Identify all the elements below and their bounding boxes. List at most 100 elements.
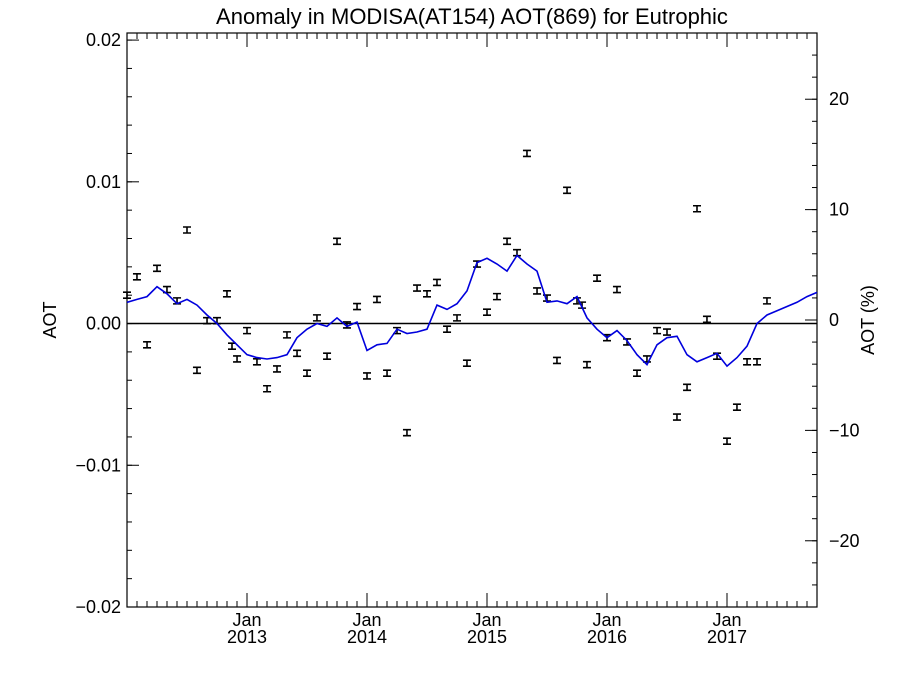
error-bar	[563, 186, 572, 195]
anomaly-point	[563, 186, 572, 195]
error-bar	[383, 369, 392, 377]
error-bar	[423, 289, 431, 298]
error-bar	[233, 355, 242, 363]
anomaly-point	[533, 287, 542, 295]
error-bar	[243, 326, 251, 335]
anomaly-point	[653, 326, 662, 335]
anomaly-point	[252, 358, 261, 366]
error-bar	[323, 352, 332, 360]
anomaly-point	[383, 369, 392, 377]
error-bar	[702, 315, 711, 324]
error-bar	[693, 204, 701, 213]
anomaly-point	[423, 289, 431, 298]
y-axis-label-left: AOT	[40, 301, 60, 338]
error-bar	[192, 366, 201, 375]
error-bar	[132, 272, 141, 281]
error-bar	[762, 297, 771, 305]
y-tick-label: −0.02	[75, 597, 121, 617]
anomaly-point	[263, 384, 272, 393]
right-y-tick-label: −20	[829, 531, 860, 551]
anomaly-point	[683, 383, 692, 392]
anomaly-point	[483, 308, 491, 317]
error-bar	[612, 285, 621, 294]
error-bar	[143, 341, 152, 349]
anomaly-point	[762, 297, 771, 305]
anomaly-point	[353, 302, 362, 311]
anomaly-point	[192, 366, 201, 375]
anomaly-point	[132, 272, 141, 281]
anomaly-point	[732, 403, 741, 411]
error-bar	[413, 284, 422, 292]
anomaly-point	[552, 356, 561, 365]
anomaly-point	[633, 369, 641, 377]
x-tick-label-year: 2017	[707, 627, 747, 647]
error-bar	[663, 328, 671, 336]
error-bar	[462, 359, 471, 368]
left-y-axis: −0.02 −0.01 0.00 0.01 0.02	[75, 30, 139, 617]
anomaly-point	[243, 326, 251, 335]
x-tick-label-year: 2015	[467, 627, 507, 647]
anomaly-point	[312, 314, 321, 322]
error-bar	[492, 292, 501, 301]
error-bar	[333, 237, 341, 246]
anomaly-point	[522, 149, 531, 158]
anomaly-point	[443, 325, 452, 334]
right-y-tick-label: −10	[829, 420, 860, 440]
anomaly-point	[462, 359, 471, 368]
anomaly-point	[663, 328, 671, 336]
error-bar	[372, 295, 381, 304]
error-bar	[593, 274, 602, 282]
error-bar	[503, 237, 512, 246]
right-y-tick-label: 0	[829, 310, 839, 330]
anomaly-point	[453, 314, 461, 322]
anomaly-point	[143, 341, 152, 349]
anomaly-point	[222, 289, 231, 298]
anomaly-point	[372, 295, 381, 304]
y-tick-label: 0.02	[86, 30, 121, 50]
anomaly-point	[432, 278, 441, 287]
anomaly-point	[753, 358, 761, 366]
anomaly-point	[183, 226, 191, 234]
anomaly-point	[123, 291, 131, 299]
anomaly-point	[413, 284, 422, 292]
error-bar	[432, 278, 441, 287]
error-bar	[453, 314, 461, 322]
anomaly-point	[228, 342, 236, 351]
error-bar	[153, 264, 161, 273]
error-bar	[123, 291, 131, 299]
trend-line	[126, 254, 818, 368]
anomaly-point	[672, 413, 681, 421]
anomaly-point	[612, 285, 621, 294]
error-bar	[633, 369, 641, 377]
error-bar	[533, 287, 542, 295]
anomaly-point	[282, 331, 291, 339]
right-y-tick-label: 10	[829, 200, 849, 220]
error-bar	[443, 325, 452, 334]
anomaly-point	[723, 437, 731, 445]
y-tick-label: 0.01	[86, 172, 121, 192]
x-tick-label-month: Jan	[712, 610, 741, 630]
right-y-tick-label: 20	[829, 89, 849, 109]
error-bar	[753, 358, 761, 366]
error-bar	[363, 372, 371, 380]
anomaly-point	[492, 292, 501, 301]
error-bar	[402, 428, 411, 437]
error-bar	[312, 314, 321, 322]
anomaly-point	[593, 274, 602, 282]
chart-title: Anomaly in MODISA(AT154) AOT(869) for Eu…	[216, 4, 728, 29]
anomaly-point	[402, 428, 411, 437]
error-bar	[723, 437, 731, 445]
error-bar	[353, 302, 362, 311]
error-bar	[732, 403, 741, 411]
anomaly-point	[153, 264, 161, 273]
error-bar	[743, 358, 752, 366]
error-bar	[282, 331, 291, 339]
x-tick-label-month: Jan	[472, 610, 501, 630]
error-bar	[222, 289, 231, 298]
anomaly-point	[233, 355, 242, 363]
x-tick-label-month: Jan	[232, 610, 261, 630]
anomaly-point	[273, 365, 281, 373]
y-tick-label: −0.01	[75, 455, 121, 475]
